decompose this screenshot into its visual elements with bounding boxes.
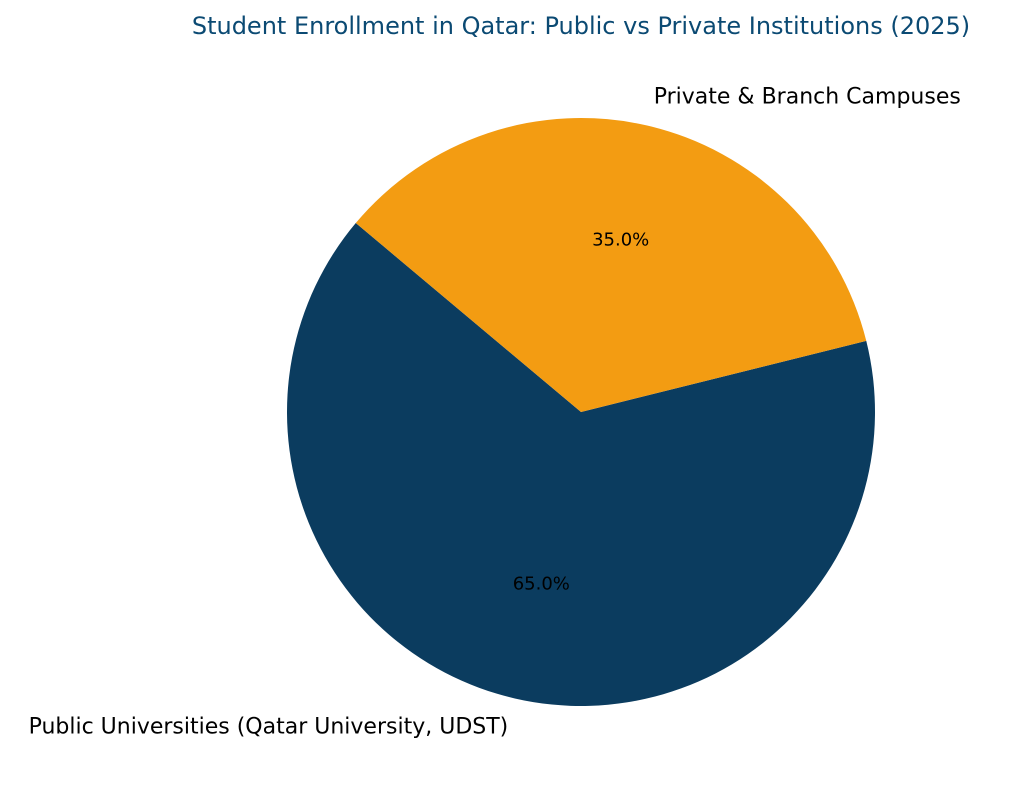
pie-category-label-0: Public Universities (Qatar University, U… [29,715,509,740]
pie-slice-0 [287,223,876,706]
pie-percent-label-1: 35.0% [592,230,649,251]
pie-labels: 65.0% Public Universities (Qatar Universi… [29,84,961,739]
chart-title: Student Enrollment in Qatar: Public vs P… [192,12,970,40]
pie-percent-label-0: 65.0% [513,573,570,594]
pie-slice-1 [355,117,867,413]
pie-slices [287,117,876,706]
pie-category-label-1: Private & Branch Campuses [654,84,961,109]
